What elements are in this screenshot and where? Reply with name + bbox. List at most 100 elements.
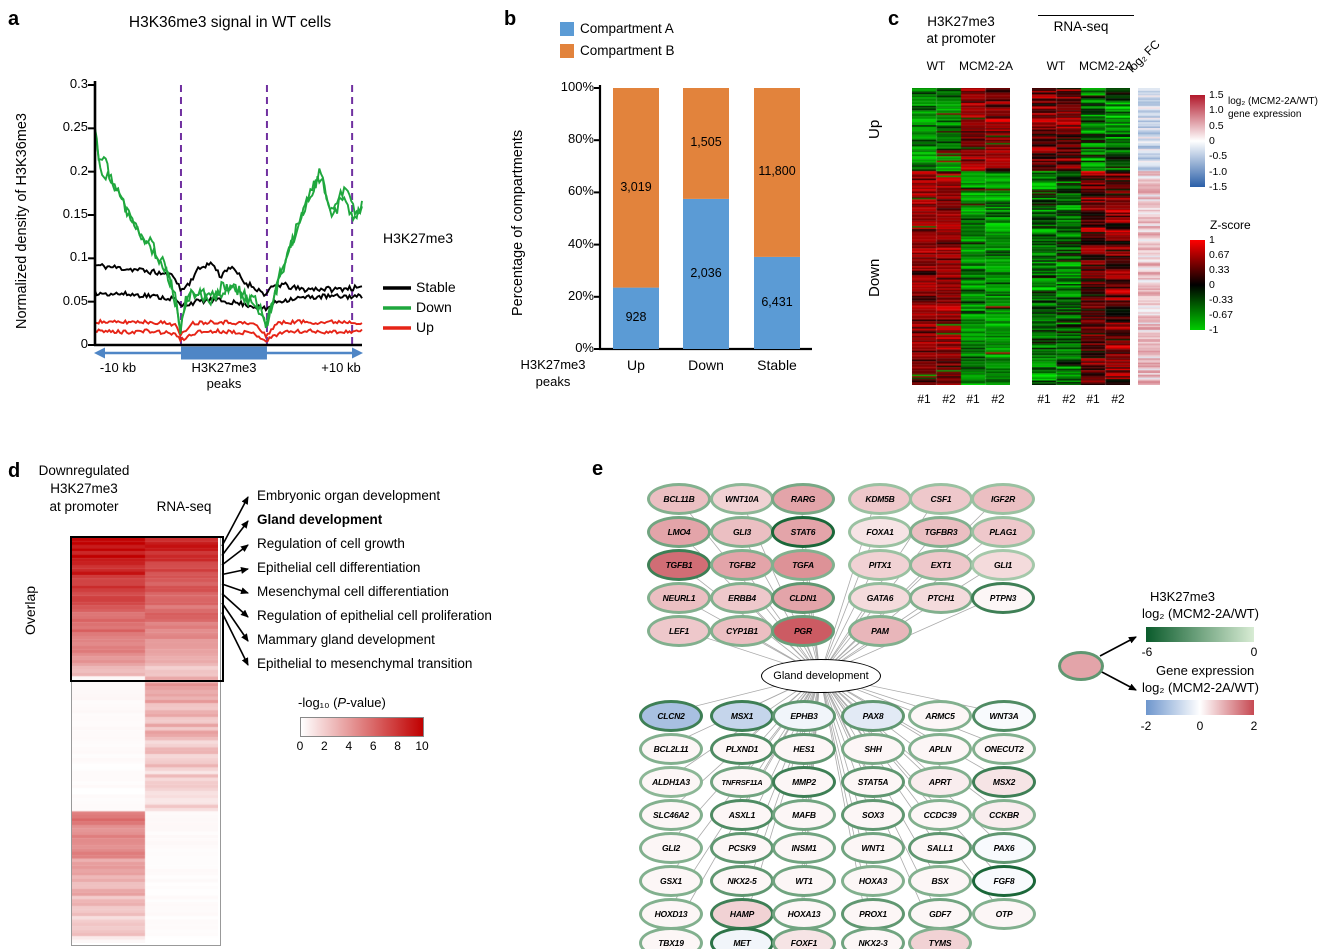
- gene-node-OTP: OTP: [972, 898, 1036, 930]
- d-pvalue-tick: 6: [369, 739, 377, 753]
- e-legend-expr-tick: 0: [1196, 719, 1204, 733]
- d-col1-title-line3: at promoter: [49, 499, 119, 514]
- c-colorbar-z-tick: 1: [1209, 234, 1215, 246]
- b-y-tick-label: 20%: [567, 287, 594, 303]
- c-replicate-label: #1: [1086, 392, 1100, 406]
- gene-node-PAX6: PAX6: [972, 832, 1036, 864]
- gene-node-INSM1: INSM1: [772, 832, 836, 864]
- gene-node-APRT: APRT: [908, 766, 972, 798]
- gene-node-HOXA3: HOXA3: [841, 865, 905, 897]
- gene-node-WNT1: WNT1: [841, 832, 905, 864]
- c-replicate-label: #2: [942, 392, 956, 406]
- gene-node-SOX3: SOX3: [841, 799, 905, 831]
- d-pvalue-tick: 0: [296, 739, 304, 753]
- c-colorbar-z-tick: 0: [1209, 279, 1215, 291]
- c-replicate-label: #2: [1062, 392, 1076, 406]
- c-column-label: MCM2-2A: [1078, 59, 1133, 73]
- c-colorbar-fc-tick: 0.5: [1209, 119, 1224, 132]
- gene-node-TGFBR3: TGFBR3: [909, 516, 973, 548]
- d-col1-title-line2: H3K27me3: [50, 481, 118, 496]
- gene-node-PITX1: PITX1: [848, 549, 912, 581]
- d-col2-title: RNA-seq: [156, 499, 212, 514]
- gene-node-RARG: RARG: [771, 483, 835, 515]
- gene-node-PTCH1: PTCH1: [909, 582, 973, 614]
- b-bar-compartment-a-stable: [754, 256, 800, 349]
- d-go-term: Regulation of cell growth: [257, 536, 405, 551]
- gene-node-GLI1: GLI1: [971, 549, 1035, 581]
- e-legend-expr-tick: 2: [1250, 719, 1258, 733]
- b-value-label: 2,036: [690, 265, 722, 280]
- b-legend-swatch: [560, 44, 574, 58]
- a-y-tick-label: 0.25: [62, 119, 88, 135]
- gene-node-BSX: BSX: [908, 865, 972, 897]
- series-down-rep2: [94, 136, 363, 331]
- d-go-arrow: [221, 520, 249, 556]
- gene-node-PTPN3: PTPN3: [971, 582, 1035, 614]
- c-heatmap-h3k27me3-canvas: [912, 88, 1010, 385]
- panel-a: a H3K36me3 signal in WT cells Normalized…: [0, 0, 485, 448]
- d-heatmap-canvas: [72, 538, 218, 943]
- a-legend-label-up: Up: [416, 319, 434, 335]
- c-colorbar-z-tick: -0.67: [1209, 309, 1233, 321]
- a-y-tick-label: 0: [80, 336, 88, 351]
- c-hm2-title: RNA-seq: [1053, 19, 1109, 34]
- series-stable-rep1: [94, 261, 363, 298]
- gene-node-WT1: WT1: [772, 865, 836, 897]
- gene-node-NEURL1: NEURL1: [647, 582, 711, 614]
- c-heatmap-rnaseq-canvas: [1032, 88, 1130, 385]
- d-go-arrow: [221, 567, 249, 576]
- d-go-arrow: [221, 544, 249, 566]
- gene-node-IGF2R: IGF2R: [971, 483, 1035, 515]
- gene-node-ERBB4: ERBB4: [710, 582, 774, 614]
- d-go-term: Mesenchymal cell differentiation: [257, 584, 449, 599]
- gene-node-ALDH1A3: ALDH1A3: [639, 766, 703, 798]
- b-y-tick-label: 40%: [567, 235, 594, 251]
- gene-node-HOXA13: HOXA13: [772, 898, 836, 930]
- panel-b-x-axis-label-line1: H3K27me3: [520, 357, 586, 372]
- c-colorbar-z-tick: 0.67: [1209, 249, 1230, 261]
- d-pvalue-tick: 8: [394, 739, 401, 753]
- e-legend-sample-node: [1058, 651, 1104, 681]
- gene-node-PGR: PGR: [771, 615, 835, 647]
- gene-node-WNT3A: WNT3A: [972, 700, 1036, 732]
- c-colorbar-z-tick: -1: [1209, 324, 1219, 336]
- a-arrowhead-right: [352, 347, 363, 359]
- e-legend-expr-tick: -2: [1140, 719, 1152, 733]
- c-colorbar-fc-tick: 1.0: [1209, 104, 1224, 117]
- gene-node-TGFB1: TGFB1: [647, 549, 711, 581]
- e-legend-arrow-fill: [1099, 670, 1137, 691]
- gene-node-SALL1: SALL1: [908, 832, 972, 864]
- series-stable-rep2: [94, 289, 363, 313]
- b-value-label: 928: [625, 310, 647, 325]
- c-row-group-label-up: Up: [866, 119, 883, 140]
- panel-b: b Percentage of compartments H3K27me3 pe…: [490, 0, 855, 448]
- d-pvalue-tick: 2: [321, 739, 328, 753]
- panel-b-plot: [560, 22, 812, 351]
- b-bar-compartment-a-up: [613, 287, 659, 349]
- e-legend-h3k-title: H3K27me3: [1150, 589, 1216, 604]
- panel-c: c H3K27me3 at promoter RNA-seq log₂ FC l…: [860, 0, 1321, 448]
- gene-node-GATA6: GATA6: [848, 582, 912, 614]
- gene-node-LEF1: LEF1: [647, 615, 711, 647]
- d-go-term: Epithelial to mesenchymal transition: [257, 656, 473, 671]
- c-colorbar-fc-tick: 1.5: [1209, 89, 1224, 101]
- panel-b-label: b: [504, 8, 517, 30]
- gene-node-ASXL1: ASXL1: [710, 799, 774, 831]
- a-y-tick-label: 0.3: [69, 76, 88, 91]
- c-colorbar-fc-title-line1: log₂ (MCM2-2A/WT): [1228, 96, 1318, 107]
- a-legend-label-down: Down: [416, 299, 452, 315]
- panel-a-region-label-line2: peaks: [206, 376, 242, 391]
- c-replicate-label: #1: [1037, 392, 1051, 406]
- b-category-label: Stable: [757, 357, 797, 373]
- c-colorbar-fc-tick: -0.5: [1209, 150, 1228, 163]
- c-heatmap-log2fc-canvas: [1138, 88, 1160, 385]
- b-legend-label: Compartment A: [580, 21, 674, 36]
- b-legend-label: Compartment B: [580, 43, 675, 58]
- b-legend-swatch: [560, 22, 574, 36]
- gene-node-CCDC39: CCDC39: [908, 799, 972, 831]
- d-col1-title-line1: Downregulated: [38, 463, 130, 478]
- gene-node-CLDN1: CLDN1: [771, 582, 835, 614]
- gene-node-TGFA: TGFA: [771, 549, 835, 581]
- c-colorbar-z-gradient: [1190, 240, 1205, 330]
